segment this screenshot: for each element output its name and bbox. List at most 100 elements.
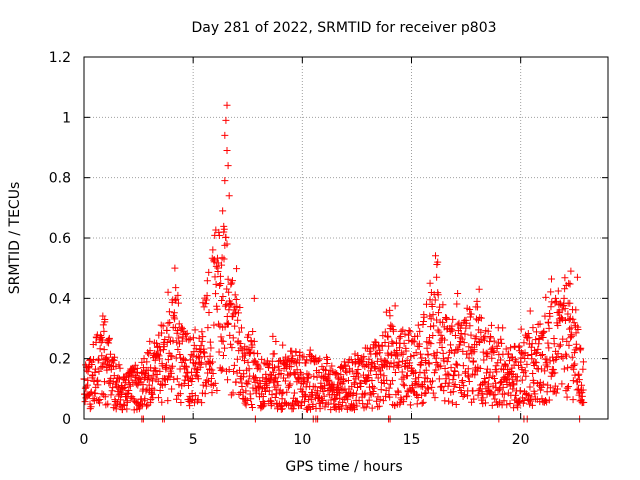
data-point xyxy=(287,363,295,371)
data-point xyxy=(205,268,213,276)
data-point xyxy=(487,334,495,342)
y-tick-label: 0.8 xyxy=(49,171,71,187)
data-point xyxy=(204,324,212,332)
data-point xyxy=(305,371,313,379)
data-point xyxy=(319,387,327,395)
data-point xyxy=(256,380,264,388)
data-point xyxy=(457,330,465,338)
data-point xyxy=(378,342,386,350)
data-point xyxy=(350,406,358,414)
data-point xyxy=(309,400,317,408)
data-point xyxy=(441,365,449,373)
data-point xyxy=(270,364,278,372)
data-point xyxy=(545,344,553,352)
data-point xyxy=(385,342,393,350)
grid-lines xyxy=(84,57,608,419)
data-point xyxy=(547,303,555,311)
data-point xyxy=(425,360,433,368)
data-point xyxy=(375,402,383,410)
data-point xyxy=(230,367,238,375)
data-point xyxy=(334,388,342,396)
data-point xyxy=(418,399,426,407)
data-point xyxy=(174,346,182,354)
data-point xyxy=(420,317,428,325)
data-point xyxy=(443,315,451,323)
data-point xyxy=(273,377,281,385)
data-point xyxy=(469,357,477,365)
data-point xyxy=(513,377,521,385)
data-point xyxy=(569,377,577,385)
data-point xyxy=(195,334,203,342)
data-point xyxy=(166,319,174,327)
data-point xyxy=(531,358,539,366)
data-point xyxy=(400,339,408,347)
data-point xyxy=(192,345,200,353)
data-point xyxy=(130,368,138,376)
data-point xyxy=(197,359,205,367)
data-point xyxy=(486,389,494,397)
data-point xyxy=(207,375,215,383)
data-point xyxy=(323,360,331,368)
data-point xyxy=(114,374,122,382)
data-point xyxy=(195,354,203,362)
data-point xyxy=(474,391,482,399)
x-tick-label: 0 xyxy=(80,432,89,448)
y-tick-label: 0.6 xyxy=(49,231,71,247)
data-point xyxy=(163,327,171,334)
data-point xyxy=(229,389,237,397)
data-point xyxy=(279,341,287,349)
data-point xyxy=(382,308,390,316)
data-point xyxy=(306,346,314,354)
data-point xyxy=(341,361,349,369)
data-point xyxy=(166,373,174,381)
data-point xyxy=(159,322,167,330)
data-point xyxy=(121,384,129,392)
data-point xyxy=(525,334,533,342)
data-point xyxy=(568,353,576,361)
data-point xyxy=(329,387,337,395)
data-point xyxy=(553,353,561,361)
data-point xyxy=(214,267,222,275)
data-point xyxy=(174,327,182,335)
data-point xyxy=(123,398,131,406)
data-point xyxy=(558,315,566,323)
data-point xyxy=(491,391,499,399)
data-point xyxy=(538,383,546,391)
data-point xyxy=(521,367,529,375)
data-point xyxy=(277,369,285,377)
data-point xyxy=(402,347,410,355)
y-tick-label: 0 xyxy=(62,412,71,428)
data-point xyxy=(327,406,335,414)
data-point xyxy=(170,375,178,383)
data-point xyxy=(405,326,413,334)
data-point xyxy=(406,359,414,367)
data-point xyxy=(266,361,274,369)
data-point xyxy=(250,294,258,302)
data-point xyxy=(458,335,466,343)
data-point xyxy=(388,377,396,385)
data-point xyxy=(93,377,101,385)
data-point xyxy=(413,400,421,408)
data-point xyxy=(434,258,442,266)
data-point xyxy=(232,296,240,304)
data-point xyxy=(300,377,308,385)
data-point xyxy=(383,359,391,367)
data-point xyxy=(103,366,111,374)
data-point xyxy=(172,295,180,303)
data-point xyxy=(579,386,587,394)
data-point xyxy=(365,371,373,379)
data-point xyxy=(240,370,248,378)
data-point xyxy=(573,273,581,281)
data-point xyxy=(424,351,432,359)
data-point xyxy=(518,366,526,374)
data-point xyxy=(165,308,173,316)
data-point xyxy=(246,390,254,398)
data-point xyxy=(506,400,514,408)
data-point xyxy=(125,380,133,388)
data-point xyxy=(481,375,489,383)
data-point xyxy=(397,327,405,335)
data-point xyxy=(539,333,547,341)
data-point xyxy=(87,403,95,411)
data-point xyxy=(197,342,205,350)
data-point xyxy=(472,333,480,341)
